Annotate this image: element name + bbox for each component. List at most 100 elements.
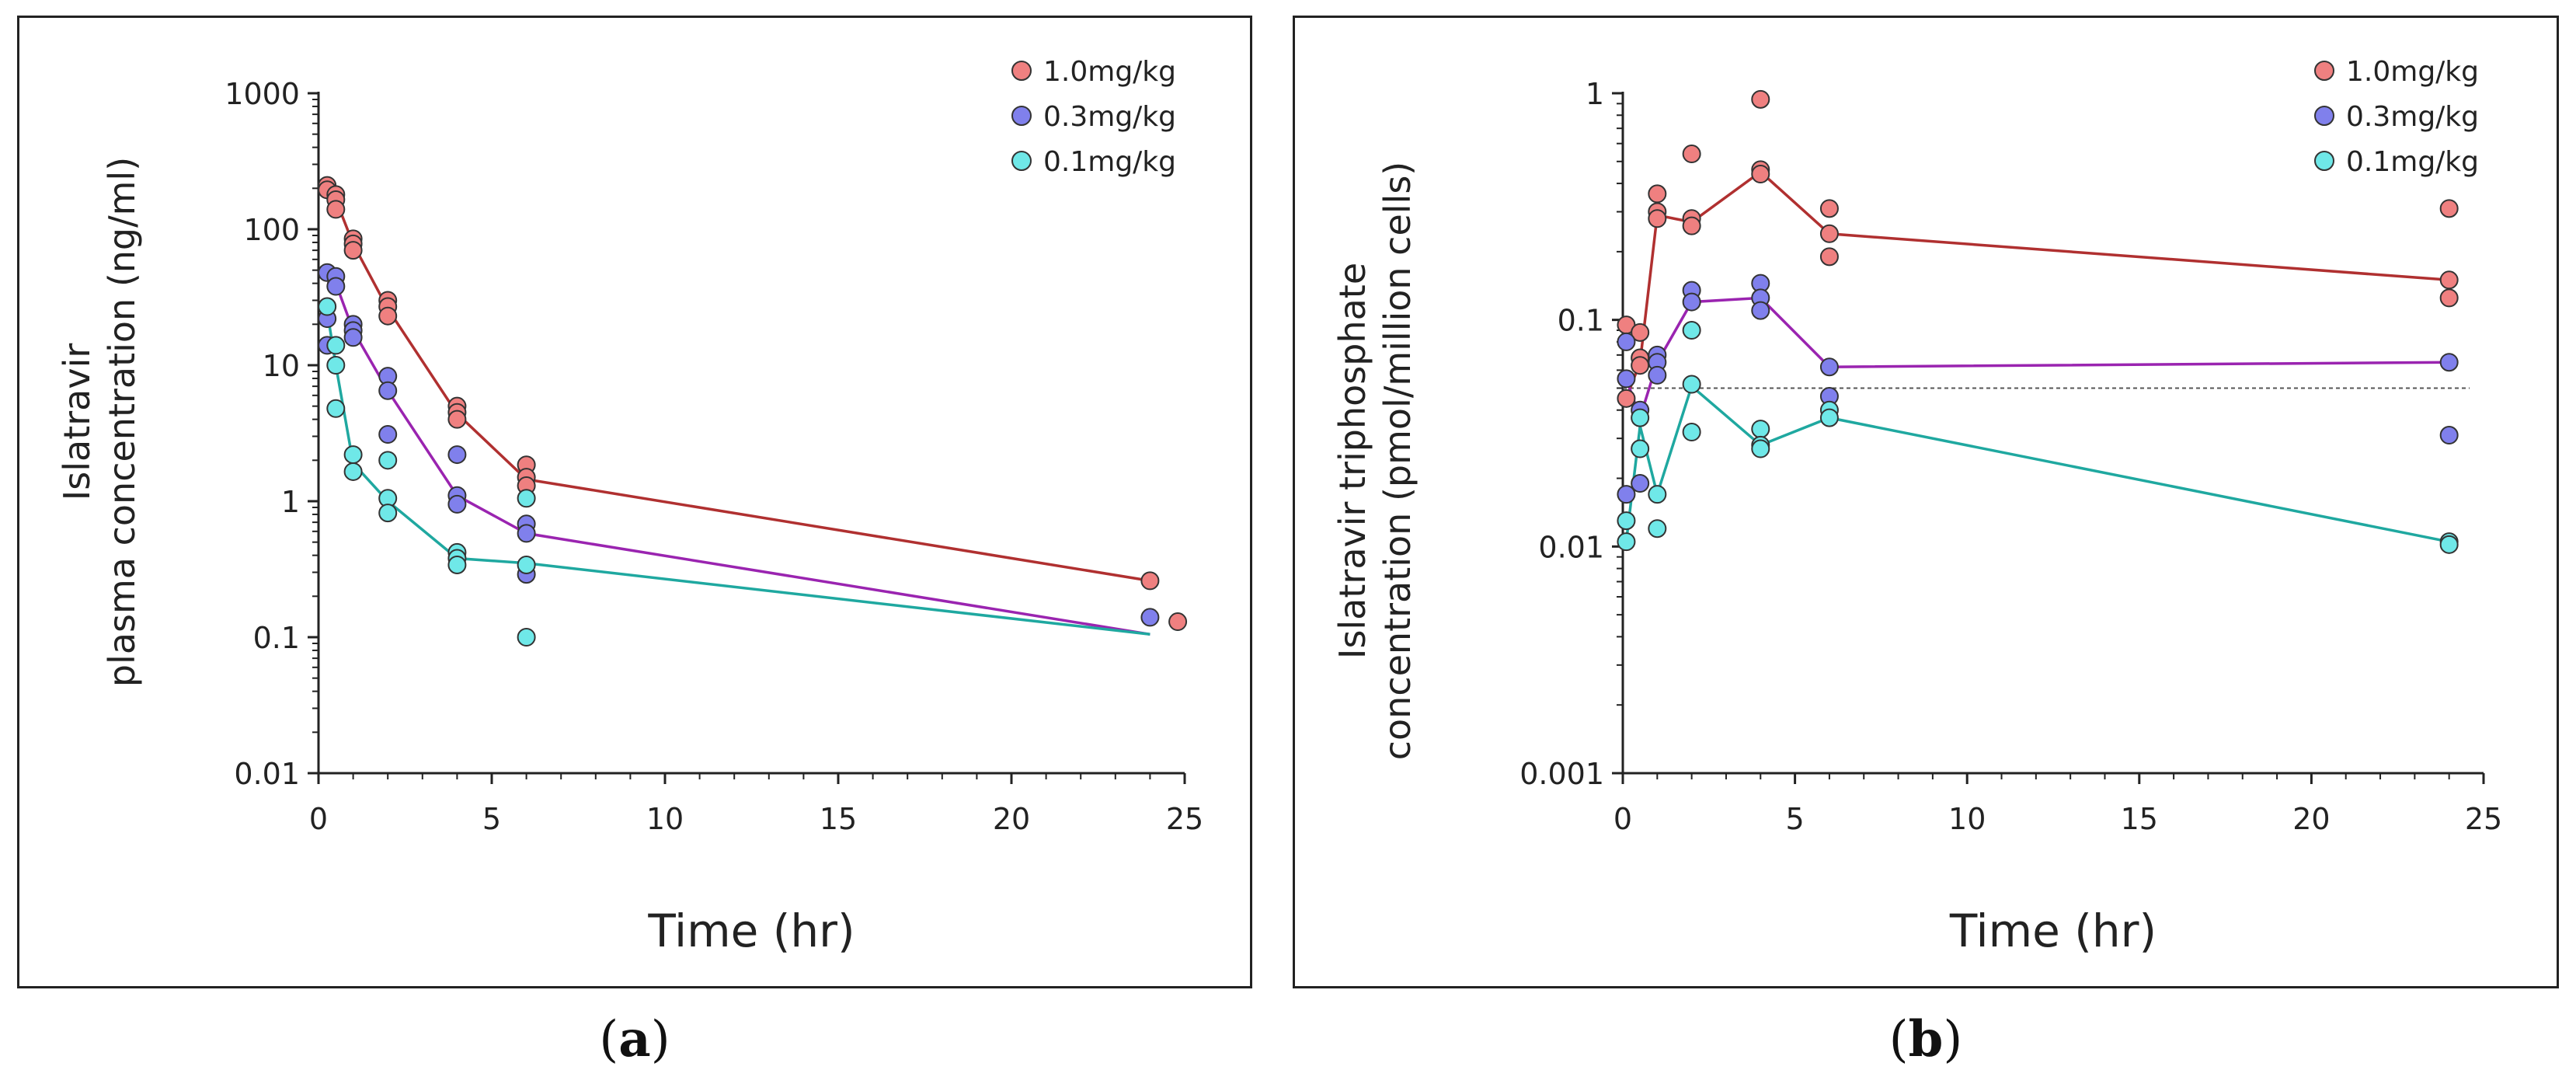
data-point <box>447 555 467 574</box>
legend-marker <box>2314 106 2334 126</box>
chart-a: 0.01 0.1 1 10 100 1000 0 5 10 15 20 25 Time (hr) Isla… <box>56 56 1203 957</box>
data-point <box>326 277 346 296</box>
legend-marker <box>2314 151 2334 171</box>
x-tick-label: 0 <box>1613 802 1632 836</box>
data-point <box>378 504 398 523</box>
data-point <box>2439 535 2459 554</box>
caption-b-letter: b <box>1908 1010 1944 1068</box>
data-point <box>1617 511 1636 531</box>
data-point <box>1140 608 1160 627</box>
y-tick-label: 10 <box>263 349 300 383</box>
legend-label: 0.1mg/kg <box>2346 146 2479 178</box>
data-point <box>1819 199 1839 218</box>
legend-marker <box>1011 151 1032 171</box>
data-point <box>1751 164 1770 183</box>
data-point <box>1682 292 1701 312</box>
y-tick-label: 0.01 <box>1538 530 1604 564</box>
data-point <box>1140 571 1160 591</box>
data-point <box>2439 288 2459 308</box>
data-point <box>1617 332 1636 351</box>
legend-label: 1.0mg/kg <box>2346 56 2479 88</box>
data-point <box>1682 321 1701 340</box>
y-tick-label: 1 <box>1586 77 1604 111</box>
legend-marker <box>1011 61 1032 81</box>
data-point <box>1648 519 1667 539</box>
y-tick-label: 0.01 <box>234 757 300 791</box>
data-point <box>1819 357 1839 377</box>
data-point <box>326 200 346 219</box>
data-point <box>326 336 346 355</box>
y-axis-label-line2: concentration (pmol/million cells) <box>1377 162 1419 761</box>
y-tick-label: 0.001 <box>1519 757 1604 791</box>
data-point <box>1617 485 1636 504</box>
data-point <box>1751 439 1770 458</box>
legend-marker <box>2314 61 2334 81</box>
data-point <box>1631 356 1650 375</box>
series-line <box>325 311 1150 636</box>
series-line <box>325 187 1150 583</box>
data-point <box>326 356 346 375</box>
data-point <box>1682 422 1701 441</box>
x-tick-label: 20 <box>2292 802 2330 836</box>
data-point <box>343 241 363 260</box>
data-point <box>1631 408 1650 427</box>
data-point <box>1751 420 1770 439</box>
y-tick-label: 0.1 <box>1558 304 1604 338</box>
data-point <box>378 306 398 326</box>
panel-b: 0.001 0.01 0.1 1 0 5 10 15 20 25 Time (hr) Islatrav… <box>1293 16 2559 988</box>
y-tick-label: 1000 <box>225 77 300 111</box>
data-point <box>1168 612 1188 632</box>
legend-marker <box>1011 106 1032 126</box>
data-point <box>1682 216 1701 235</box>
data-point <box>2439 199 2459 218</box>
data-point <box>343 462 363 481</box>
data-point <box>378 451 398 470</box>
y-axis-label-line2: plasma concentration (ng/ml) <box>101 157 143 687</box>
data-point <box>1631 322 1650 342</box>
x-tick-label: 25 <box>2465 802 2502 836</box>
data-point <box>1819 408 1839 427</box>
panel-a: 0.01 0.1 1 10 100 1000 0 5 10 15 20 25 Time (hr) Isla… <box>17 16 1252 988</box>
x-tick-label: 0 <box>309 802 328 836</box>
data-point <box>1751 89 1770 109</box>
data-point <box>2439 353 2459 372</box>
data-point <box>1682 145 1701 164</box>
x-tick-label: 10 <box>1948 802 1986 836</box>
data-point <box>1631 439 1650 458</box>
y-tick-label: 100 <box>243 213 300 247</box>
x-tick-label: 15 <box>2121 802 2158 836</box>
x-tick-label: 5 <box>1786 802 1805 836</box>
data-point <box>1617 369 1636 389</box>
data-point <box>1617 389 1636 408</box>
data-point <box>447 410 467 429</box>
caption-a-letter: a <box>618 1010 651 1068</box>
data-point <box>1751 301 1770 320</box>
data-point <box>517 489 536 508</box>
data-point <box>343 328 363 347</box>
data-point <box>1631 474 1650 493</box>
y-axis-label-line1: Islatravir <box>56 343 98 501</box>
data-point <box>1819 247 1839 267</box>
data-point <box>517 555 536 574</box>
x-tick-label: 15 <box>820 802 857 836</box>
data-point <box>1648 209 1667 228</box>
data-point <box>378 425 398 444</box>
data-point <box>447 494 467 514</box>
legend-label: 0.3mg/kg <box>1043 101 1176 133</box>
data-point <box>447 445 467 465</box>
x-axis-label: Time (hr) <box>647 905 855 957</box>
data-point <box>318 297 337 316</box>
data-point <box>1617 532 1636 552</box>
series-line <box>1624 383 2450 543</box>
legend-label: 1.0mg/kg <box>1043 56 1176 88</box>
data-point <box>1682 375 1701 394</box>
data-point <box>2439 270 2459 290</box>
y-tick-label: 1 <box>281 485 300 519</box>
legend-label: 0.3mg/kg <box>2346 101 2479 133</box>
data-point <box>1648 485 1667 504</box>
legend-label: 0.1mg/kg <box>1043 146 1176 178</box>
data-point <box>1648 365 1667 385</box>
data-point <box>1819 224 1839 243</box>
caption-a: (a) <box>599 1010 670 1068</box>
